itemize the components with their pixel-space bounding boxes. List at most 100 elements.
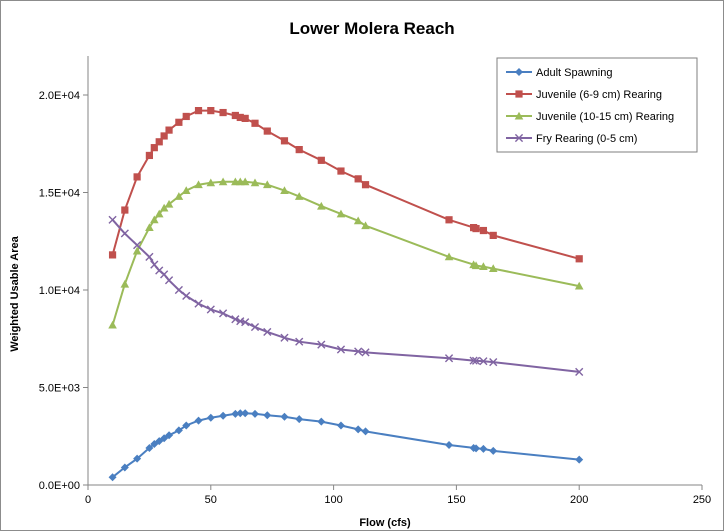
- data-point-juvenile-6-9-cm-rearing: [489, 231, 497, 239]
- y-tick-label: 1.0E+04: [39, 285, 80, 297]
- data-point-juvenile-10-15-cm-rearing: [361, 221, 370, 230]
- x-tick-label: 50: [205, 494, 217, 506]
- data-point-juvenile-6-9-cm-rearing: [231, 111, 239, 120]
- data-point-adult-spawning: [236, 409, 245, 418]
- data-point-juvenile-6-9-cm-rearing: [160, 132, 168, 140]
- data-point-adult-spawning: [241, 409, 250, 418]
- data-point-fry-rearing-0-5-cm: [295, 337, 304, 346]
- chart-title: Lower Molera Reach: [289, 19, 454, 38]
- series-layer: [108, 107, 584, 482]
- data-point-fry-rearing-0-5-cm: [145, 252, 154, 261]
- data-point-fry-rearing-0-5-cm: [241, 318, 250, 327]
- data-point-juvenile-10-15-cm-rearing: [159, 203, 169, 212]
- data-point-juvenile-10-15-cm-rearing: [218, 177, 228, 186]
- data-point-fry-rearing-0-5-cm: [471, 356, 481, 365]
- data-point-adult-spawning: [145, 443, 154, 452]
- legend-marker: [514, 133, 524, 143]
- data-point-fry-rearing-0-5-cm: [133, 241, 142, 250]
- y-tick-label: 5.0E+03: [39, 383, 80, 395]
- data-point-juvenile-10-15-cm-rearing: [444, 252, 454, 261]
- data-point-juvenile-6-9-cm-rearing: [145, 151, 153, 160]
- y-tick-label: 0.0E+00: [39, 480, 80, 492]
- series-line-fry-rearing-0-5-cm: [111, 219, 580, 373]
- data-point-adult-spawning: [120, 463, 129, 472]
- legend-label: Fry Rearing (0-5 cm): [536, 133, 637, 145]
- data-point-fry-rearing-0-5-cm: [120, 229, 129, 238]
- data-point-fry-rearing-0-5-cm: [361, 348, 370, 357]
- data-point-adult-spawning: [219, 411, 228, 420]
- data-point-juvenile-6-9-cm-rearing: [295, 146, 303, 154]
- data-point-adult-spawning: [280, 412, 289, 421]
- series-line-adult-spawning: [111, 412, 580, 478]
- data-point-fry-rearing-0-5-cm: [206, 305, 215, 314]
- data-point-adult-spawning: [182, 421, 191, 430]
- series-fry-rearing-0-5-cm: [108, 215, 584, 376]
- series-line-juvenile-10-15-cm-rearing: [111, 180, 580, 326]
- data-point-juvenile-10-15-cm-rearing: [194, 180, 203, 189]
- data-point-adult-spawning: [445, 441, 454, 450]
- data-point-juvenile-6-9-cm-rearing: [207, 107, 215, 115]
- series-adult-spawning: [108, 409, 584, 482]
- data-point-adult-spawning: [489, 446, 498, 455]
- legend-box: [496, 57, 698, 153]
- data-point-juvenile-6-9-cm-rearing: [241, 114, 249, 122]
- data-point-adult-spawning: [206, 413, 215, 422]
- data-point-juvenile-10-15-cm-rearing: [250, 178, 260, 187]
- data-point-juvenile-10-15-cm-rearing: [174, 192, 184, 200]
- data-point-juvenile-6-9-cm-rearing: [236, 113, 244, 122]
- data-point-juvenile-6-9-cm-rearing: [108, 251, 117, 259]
- data-point-fry-rearing-0-5-cm: [469, 356, 478, 365]
- y-tick-label: 2.0E+04: [39, 90, 80, 102]
- data-point-juvenile-10-15-cm-rearing: [132, 246, 142, 255]
- data-point-juvenile-6-9-cm-rearing: [280, 137, 289, 145]
- data-point-adult-spawning: [317, 417, 326, 426]
- data-point-juvenile-10-15-cm-rearing: [488, 264, 498, 272]
- data-point-juvenile-6-9-cm-rearing: [133, 173, 141, 181]
- x-tick-label: 250: [693, 494, 711, 506]
- data-point-juvenile-10-15-cm-rearing: [262, 180, 272, 189]
- data-point-adult-spawning: [263, 411, 272, 420]
- data-point-adult-spawning: [295, 415, 304, 424]
- chart-axes: 0.0E+00 5.0E+03 1.0E+04 1.5E+04 2.0E+04 0 50 10…: [39, 56, 711, 506]
- data-point-fry-rearing-0-5-cm: [250, 322, 260, 332]
- data-point-juvenile-10-15-cm-rearing: [145, 223, 154, 232]
- data-point-juvenile-6-9-cm-rearing: [150, 144, 158, 152]
- data-point-fry-rearing-0-5-cm: [164, 276, 174, 285]
- data-point-juvenile-10-15-cm-rearing: [164, 199, 174, 208]
- data-point-fry-rearing-0-5-cm: [194, 299, 203, 308]
- data-point-adult-spawning: [133, 454, 142, 463]
- data-point-juvenile-6-9-cm-rearing: [121, 206, 129, 214]
- data-point-juvenile-10-15-cm-rearing: [154, 209, 164, 218]
- legend-label: Adult Spawning: [536, 67, 612, 79]
- data-point-adult-spawning: [231, 409, 240, 418]
- data-point-juvenile-10-15-cm-rearing: [471, 261, 481, 270]
- x-tick-label: 200: [570, 494, 588, 506]
- data-point-adult-spawning: [174, 426, 183, 435]
- data-point-juvenile-6-9-cm-rearing: [445, 216, 453, 224]
- data-point-juvenile-10-15-cm-rearing: [108, 320, 117, 329]
- data-point-fry-rearing-0-5-cm: [182, 291, 191, 300]
- data-point-fry-rearing-0-5-cm: [575, 367, 584, 376]
- data-point-fry-rearing-0-5-cm: [479, 357, 488, 366]
- data-point-adult-spawning: [472, 444, 481, 453]
- data-point-adult-spawning: [108, 473, 117, 482]
- data-point-fry-rearing-0-5-cm: [317, 340, 326, 349]
- x-tick-label: 0: [85, 494, 91, 506]
- data-point-fry-rearing-0-5-cm: [231, 315, 240, 324]
- data-point-adult-spawning: [361, 427, 370, 436]
- data-point-juvenile-6-9-cm-rearing: [317, 156, 325, 164]
- legend-item-juvenile-6-9-cm-rearing: Juvenile (6-9 cm) Rearing: [506, 89, 662, 101]
- x-tick-label: 100: [324, 494, 342, 506]
- data-point-juvenile-10-15-cm-rearing: [206, 178, 216, 187]
- data-point-juvenile-6-9-cm-rearing: [337, 167, 345, 175]
- data-point-adult-spawning: [251, 409, 260, 418]
- data-point-juvenile-10-15-cm-rearing: [574, 281, 584, 290]
- data-point-fry-rearing-0-5-cm: [174, 285, 183, 295]
- data-point-juvenile-6-9-cm-rearing: [175, 118, 183, 126]
- legend-marker: [515, 68, 523, 76]
- data-point-fry-rearing-0-5-cm: [354, 347, 363, 356]
- data-point-juvenile-10-15-cm-rearing: [336, 209, 346, 218]
- data-point-fry-rearing-0-5-cm: [155, 266, 164, 275]
- data-point-juvenile-6-9-cm-rearing: [479, 226, 488, 235]
- data-point-fry-rearing-0-5-cm: [263, 327, 272, 337]
